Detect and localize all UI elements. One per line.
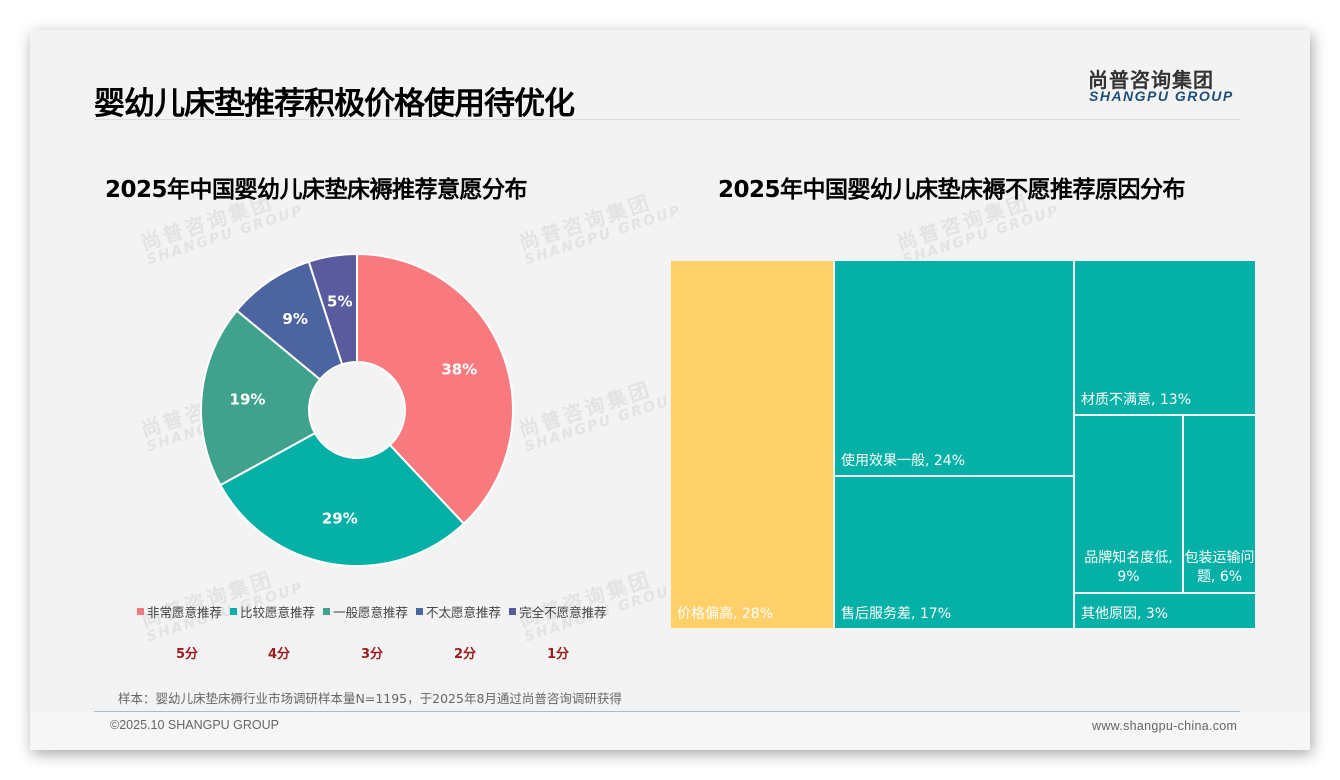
treemap-chart-title: 2025年中国婴幼儿床垫床褥不愿推荐原因分布 xyxy=(718,177,1186,203)
legend-item[interactable]: 一般愿意推荐 xyxy=(323,602,408,621)
legend-item[interactable]: 非常愿意推荐 xyxy=(137,602,222,621)
treemap-chart: 价格偏高, 28% 使用效果一般, 24% 售后服务差, 17% 材质不满意, … xyxy=(670,260,1256,629)
legend-swatch xyxy=(509,608,517,615)
treemap-tile-packaging[interactable]: 包装运输问题, 6% xyxy=(1183,415,1256,593)
score-label: 1分 xyxy=(547,647,570,662)
copyright: ©2025.10 SHANGPU GROUP xyxy=(110,718,279,732)
slice-label: 9% xyxy=(282,310,307,328)
footer-band xyxy=(30,712,1310,750)
website-link[interactable]: www.shangpu-china.com xyxy=(1092,719,1238,733)
treemap-tile-material[interactable]: 材质不满意, 13% xyxy=(1074,260,1256,415)
page-title: 婴幼儿床垫推荐积极价格使用待优化 xyxy=(94,86,575,122)
donut-slice[interactable] xyxy=(307,252,358,366)
footer-divider xyxy=(94,711,1240,712)
logo-english: SHANGPU GROUP xyxy=(1089,88,1234,104)
slice-label: 29% xyxy=(322,510,358,528)
treemap-tile-aftersales[interactable]: 售后服务差, 17% xyxy=(834,476,1074,629)
treemap-tile-brand[interactable]: 品牌知名度低, 9% xyxy=(1074,415,1183,593)
legend-swatch xyxy=(416,608,424,615)
legend-swatch xyxy=(230,608,238,615)
sample-note: 样本：婴幼儿床垫床褥行业市场调研样本量N=1195，于2025年8月通过尚普咨询… xyxy=(118,691,622,706)
score-label: 4分 xyxy=(268,647,291,662)
slice-label: 19% xyxy=(230,391,266,409)
legend-item[interactable]: 完全不愿意推荐 xyxy=(509,602,607,621)
legend-item[interactable]: 比较愿意推荐 xyxy=(230,602,315,621)
legend-swatch xyxy=(323,608,331,615)
header-divider xyxy=(94,119,1240,120)
legend-swatch xyxy=(137,608,144,615)
donut-slice[interactable] xyxy=(356,252,514,526)
slice-label: 38% xyxy=(441,361,477,379)
treemap-tile-price[interactable]: 价格偏高, 28% xyxy=(670,260,834,629)
donut-slice[interactable] xyxy=(218,431,466,567)
score-label: 5分 xyxy=(176,647,199,662)
donut-chart: 38% 29% 19% 9% 5% xyxy=(200,252,514,567)
slice-label: 5% xyxy=(327,292,352,310)
score-label: 2分 xyxy=(454,647,477,662)
donut-legend: 非常愿意推荐 比较愿意推荐 一般愿意推荐 不太愿意推荐 完全不愿意推荐 xyxy=(137,602,607,621)
treemap-tile-other[interactable]: 其他原因, 3% xyxy=(1074,593,1256,629)
score-label: 3分 xyxy=(361,647,384,662)
donut-slice[interactable] xyxy=(200,309,322,487)
logo-chinese: 尚普咨询集团 xyxy=(1088,68,1214,92)
treemap-tile-effect[interactable]: 使用效果一般, 24% xyxy=(834,260,1074,476)
legend-item[interactable]: 不太愿意推荐 xyxy=(416,602,501,621)
slide: 婴幼儿床垫推荐积极价格使用待优化 尚普咨询集团 SHANGPU GROUP 尚普… xyxy=(30,30,1310,750)
donut-chart-title: 2025年中国婴幼儿床垫床褥推荐意愿分布 xyxy=(105,177,528,203)
